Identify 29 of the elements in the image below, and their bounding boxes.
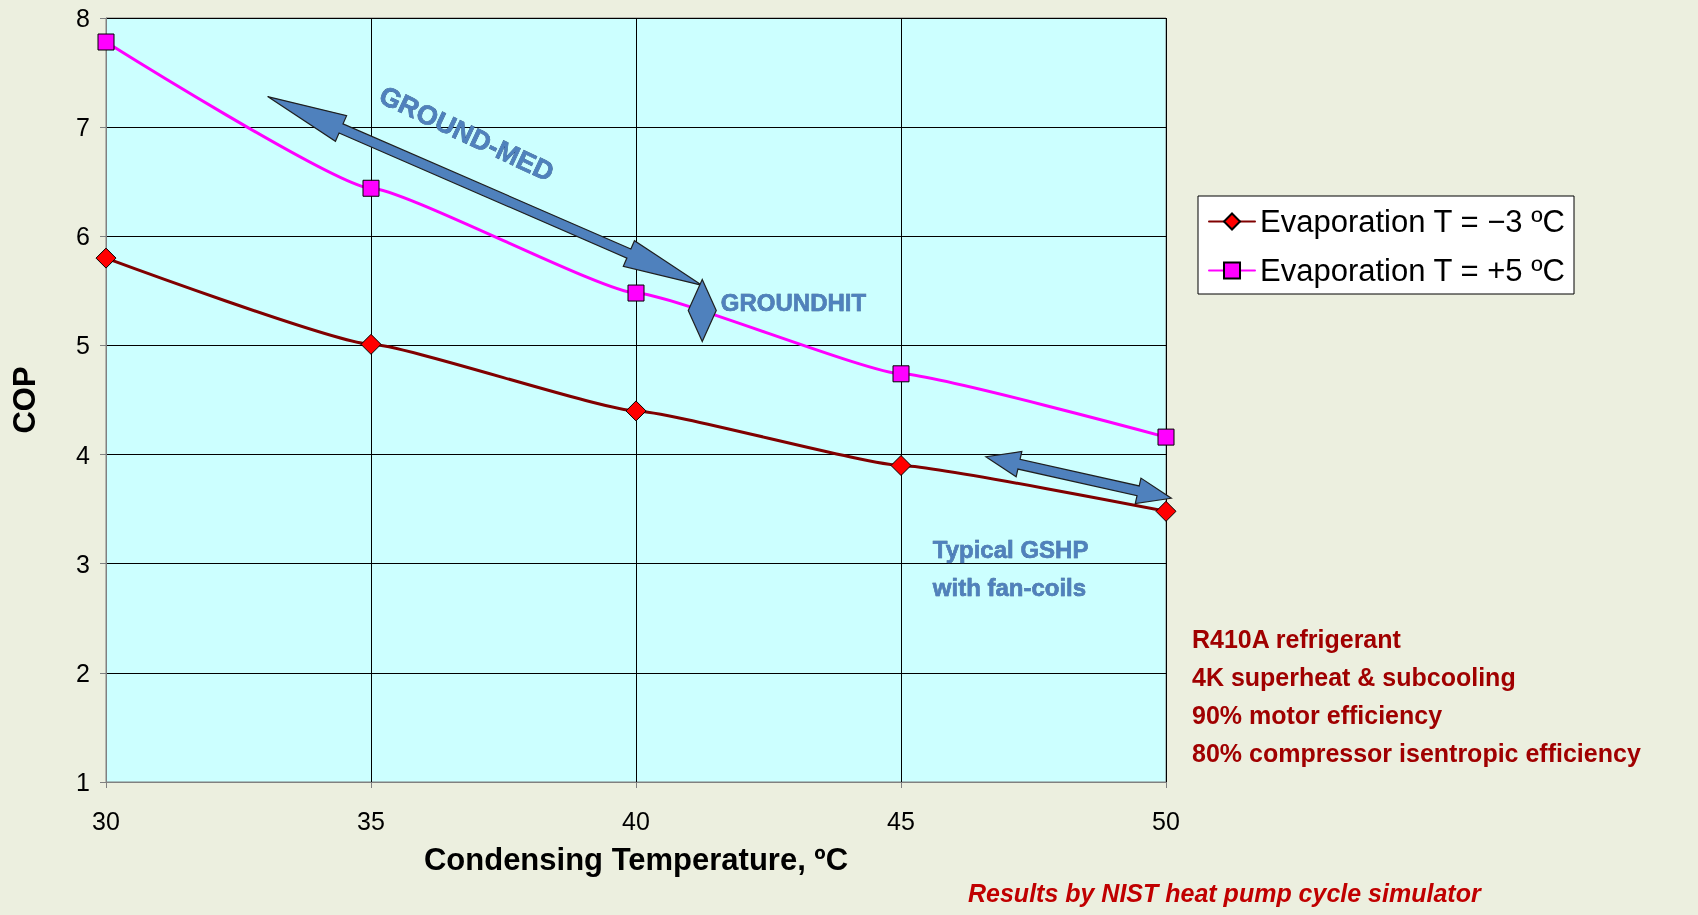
point (892, 365, 910, 383)
y-tick-label: 5 (76, 331, 90, 360)
y-tick-label: 8 (76, 4, 90, 32)
point (362, 179, 380, 197)
y-tick-label: 1 (76, 768, 90, 796)
annotation: GROUNDHIT (720, 289, 867, 317)
y-tick-label: 7 (76, 113, 90, 142)
point (97, 33, 115, 51)
text: Results by NIST heat pump cycle simulator (968, 878, 1482, 907)
point (1157, 428, 1175, 446)
text: 80% compressor isentropic efficiency (1192, 738, 1641, 767)
text: 4K superheat & subcooling (1192, 662, 1516, 691)
text: 90% motor efficiency (1192, 700, 1443, 729)
y-axis-title: COP (7, 366, 42, 434)
annotation: Typical GSHP with fan-coils (931, 536, 1095, 602)
y-tick-label: 3 (76, 549, 90, 578)
x-tick-label: 50 (1152, 806, 1180, 835)
y-tick-label: 6 (76, 222, 90, 251)
x-axis-title: Condensing Temperature, ºC (423, 842, 849, 877)
x-tick-label: 45 (887, 806, 915, 835)
legend-label: Evaporation T = +5 ºC (1260, 253, 1565, 288)
y-tick-label: 2 (76, 658, 90, 687)
text: R410A refrigerant (1192, 624, 1402, 653)
y-tick-label: 4 (76, 440, 91, 469)
x-tick-label: 30 (92, 806, 120, 835)
legend-label: Evaporation T = −3 ºC (1260, 204, 1565, 239)
x-tick-label: 40 (622, 806, 650, 835)
point (627, 284, 645, 302)
x-tick-label: 35 (357, 806, 385, 835)
